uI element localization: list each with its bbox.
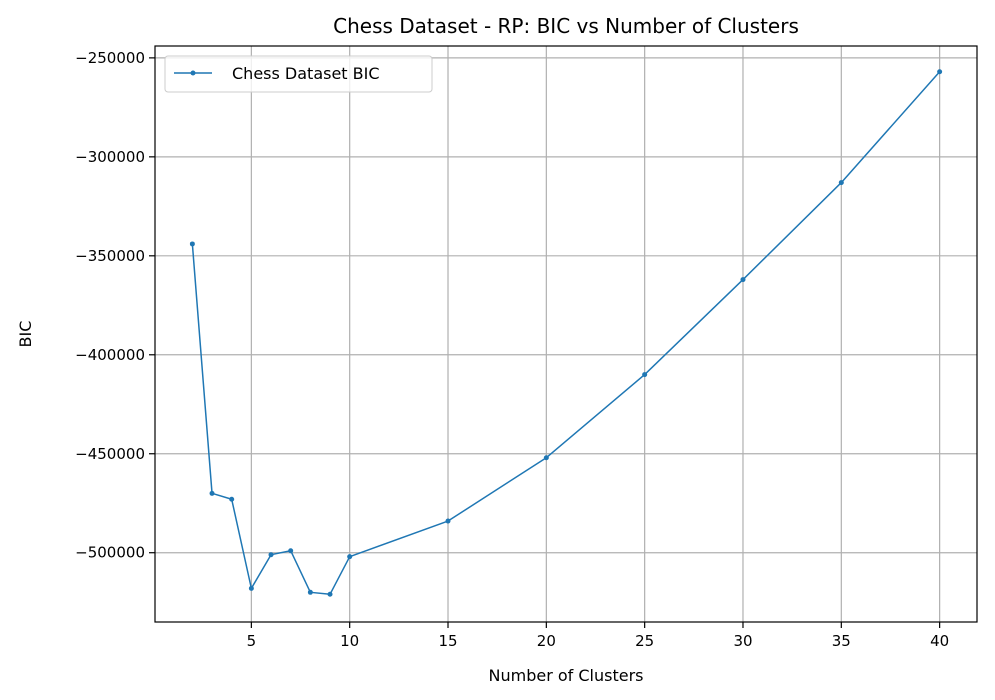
data-point	[642, 372, 648, 378]
series-layer	[189, 69, 943, 597]
data-point	[347, 554, 353, 560]
y-tick-label: −300000	[75, 148, 145, 166]
y-tick-label: −500000	[75, 544, 145, 562]
y-tick-label: −400000	[75, 346, 145, 364]
x-tick-label: 5	[247, 632, 257, 650]
y-axis-label: BIC	[16, 321, 35, 348]
x-tick-label: 20	[537, 632, 556, 650]
data-point	[838, 180, 844, 186]
x-tick-label: 30	[733, 632, 752, 650]
data-point	[307, 589, 313, 595]
grid-lines	[155, 46, 977, 622]
chart-title: Chess Dataset - RP: BIC vs Number of Clu…	[333, 14, 799, 38]
legend: Chess Dataset BIC	[164, 55, 433, 93]
data-point	[268, 552, 274, 558]
data-point	[229, 496, 235, 502]
y-tick-label: −250000	[75, 49, 145, 67]
data-point	[445, 518, 451, 524]
plot-frame	[154, 45, 978, 623]
data-point	[209, 490, 215, 496]
x-tick-label: 10	[340, 632, 359, 650]
legend-box	[164, 55, 433, 93]
x-tick-label: 25	[635, 632, 654, 650]
data-point	[937, 69, 943, 75]
data-point	[740, 277, 746, 283]
data-point	[327, 591, 333, 597]
data-point	[288, 548, 294, 554]
x-axis: 5 10 15 20 25 30 35 40	[247, 622, 949, 650]
y-axis: −500000 −450000 −400000 −350000 −300000 −2500…	[75, 49, 155, 562]
y-tick-label: −350000	[75, 247, 145, 265]
x-axis-label: Number of Clusters	[489, 666, 644, 685]
data-point	[248, 585, 254, 591]
x-tick-label: 15	[438, 632, 457, 650]
y-tick-label: −450000	[75, 445, 145, 463]
x-tick-label: 35	[832, 632, 851, 650]
legend-entry-label: Chess Dataset BIC	[232, 64, 380, 83]
data-point	[189, 241, 195, 247]
legend-marker-swatch	[190, 70, 196, 76]
data-point	[543, 455, 549, 461]
x-tick-label: 40	[930, 632, 949, 650]
